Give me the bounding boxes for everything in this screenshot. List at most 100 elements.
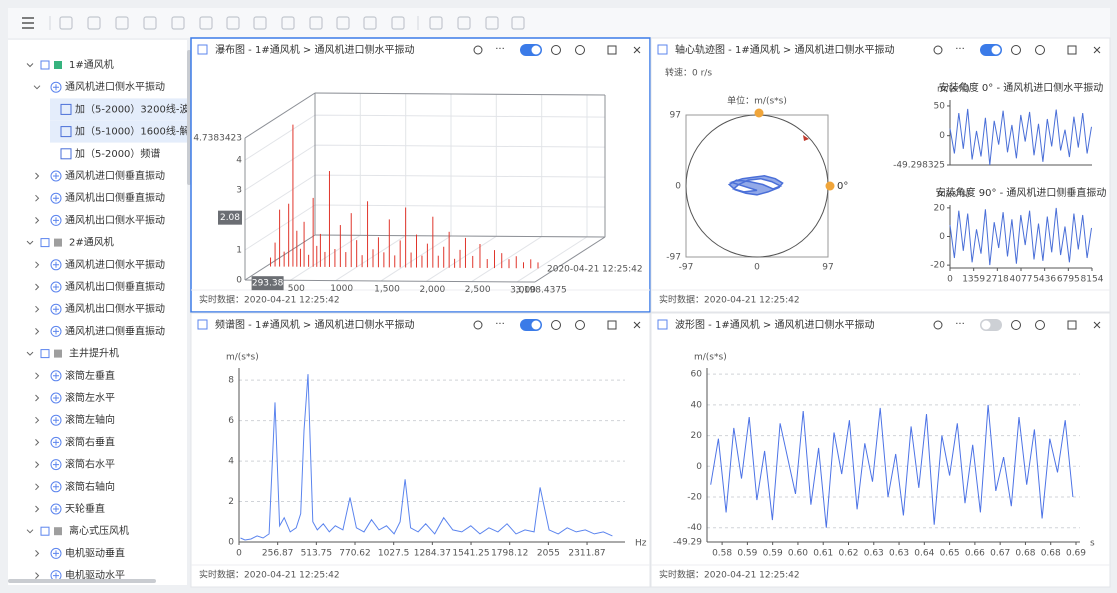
tree-label[interactable]: 天轮垂直 [65,502,105,515]
expander[interactable] [35,483,40,491]
expander[interactable] [33,85,41,90]
tree-label[interactable]: 加（5-2000）频谱 [75,147,160,160]
tree-label[interactable]: 2#通风机 [69,236,114,249]
tool-icon[interactable] [199,16,213,30]
tool-icon[interactable] [363,16,377,30]
expander[interactable] [26,240,34,245]
tool-icon[interactable] [226,16,240,30]
history-button[interactable] [551,45,561,55]
tree-label[interactable]: 通风机出口侧垂直振动 [65,280,165,293]
history-button[interactable] [551,320,561,330]
tree-label[interactable]: 滚筒右水平 [65,458,115,471]
expander[interactable] [35,283,40,291]
expander[interactable] [35,416,40,424]
close-button[interactable] [633,46,641,54]
tree-label[interactable]: 电机驱动水平 [65,569,125,582]
tool-icon[interactable] [309,16,323,30]
tree-label[interactable]: 加（5-1000）1600线-解调 [75,125,199,138]
tree-label[interactable]: 滚筒左垂直 [65,369,115,382]
node-icon [50,503,62,515]
settings-button[interactable] [933,320,943,330]
axis-frame [244,279,536,283]
history-button[interactable] [1011,45,1021,55]
tree-label[interactable]: 主井提升机 [69,347,119,360]
more-button[interactable]: ··· [495,44,505,55]
gauge-button[interactable] [1035,320,1045,330]
history-button[interactable] [1011,320,1021,330]
close-button[interactable] [1093,321,1101,329]
expander[interactable] [35,505,40,513]
tool-icon[interactable] [391,16,405,30]
x-tick-label: 1,500 [374,284,400,294]
tree-label[interactable]: 通风机出口侧水平振动 [65,302,165,315]
expander[interactable] [35,550,40,557]
tree-label[interactable]: 电机驱动垂直 [65,546,125,559]
tool-icon[interactable] [511,16,525,30]
maximize-button[interactable] [607,45,617,55]
tool-icon[interactable] [87,16,101,30]
expander[interactable] [35,172,40,180]
tree-label[interactable]: 通风机进口侧垂直振动 [65,169,165,182]
settings-button[interactable] [473,320,483,330]
x-tick-label: 0.67 [990,549,1010,559]
selected-row [50,98,187,121]
gauge-button[interactable] [575,320,585,330]
expander[interactable] [35,305,40,313]
tool-icon[interactable] [485,16,499,30]
tree-label[interactable]: 通风机出口侧垂直振动 [65,191,165,204]
expander[interactable] [35,394,40,402]
expander[interactable] [35,572,40,579]
expander[interactable] [35,461,40,468]
expander[interactable] [35,217,40,224]
tool-icon[interactable] [281,16,295,30]
expander[interactable] [35,372,40,380]
tree-label[interactable]: 滚筒左水平 [65,391,115,404]
tree-label[interactable]: 通风机进口侧水平振动 [65,258,165,271]
panel-title: 瀑布图 - 1#通风机 > 通风机进口侧水平振动 [215,43,414,56]
tool-icon[interactable] [336,16,350,30]
expander[interactable] [26,63,34,68]
tree-label[interactable]: 加（5-2000）3200线-波形. [75,102,203,115]
tool-icon[interactable] [59,16,73,30]
expander[interactable] [26,351,34,356]
tool-icon[interactable] [171,16,185,30]
y-tick-label: 0 [696,462,702,472]
close-button[interactable] [1093,46,1101,54]
settings-button[interactable] [473,45,483,55]
expander[interactable] [35,439,40,446]
menu-icon[interactable] [22,17,34,29]
y-tick-label: 6 [228,416,234,426]
settings-button[interactable] [933,45,943,55]
tree-label[interactable]: 1#通风机 [69,58,114,71]
more-button[interactable]: ··· [495,319,505,330]
maximize-button[interactable] [607,320,617,330]
more-button[interactable]: ··· [955,44,965,55]
tree-label[interactable]: 通风机进口侧垂直振动 [65,324,165,337]
gauge-button[interactable] [575,45,585,55]
tree-label[interactable]: 离心式压风机 [69,524,129,537]
more-button[interactable]: ··· [955,319,965,330]
y-tick-label: -49.29 [673,538,702,548]
maximize-button[interactable] [1067,320,1077,330]
tool-icon[interactable] [429,16,443,30]
tool-icon[interactable] [143,16,157,30]
maximize-button[interactable] [1067,45,1077,55]
y-tick-label: 50 [934,101,946,111]
expander[interactable] [35,194,40,202]
tree-label[interactable]: 滚筒左轴向 [65,413,115,426]
node-icon [53,217,59,224]
tree-label[interactable]: 通风机出口侧水平振动 [65,213,165,226]
tree-label[interactable]: 滚筒右轴向 [65,480,115,493]
tree-label[interactable]: 滚筒右垂直 [65,435,115,448]
x-tick-label: 0.61 [813,549,833,559]
tool-icon[interactable] [253,16,267,30]
expander[interactable] [35,328,40,335]
tree-label[interactable]: 通风机进口侧水平振动 [65,80,165,93]
expander[interactable] [26,529,34,534]
expander[interactable] [35,261,40,269]
x-tick-label: 0.69 [1066,549,1086,559]
tool-icon[interactable] [457,16,471,30]
close-button[interactable] [633,321,641,329]
gauge-button[interactable] [1035,45,1045,55]
tool-icon[interactable] [115,16,129,30]
